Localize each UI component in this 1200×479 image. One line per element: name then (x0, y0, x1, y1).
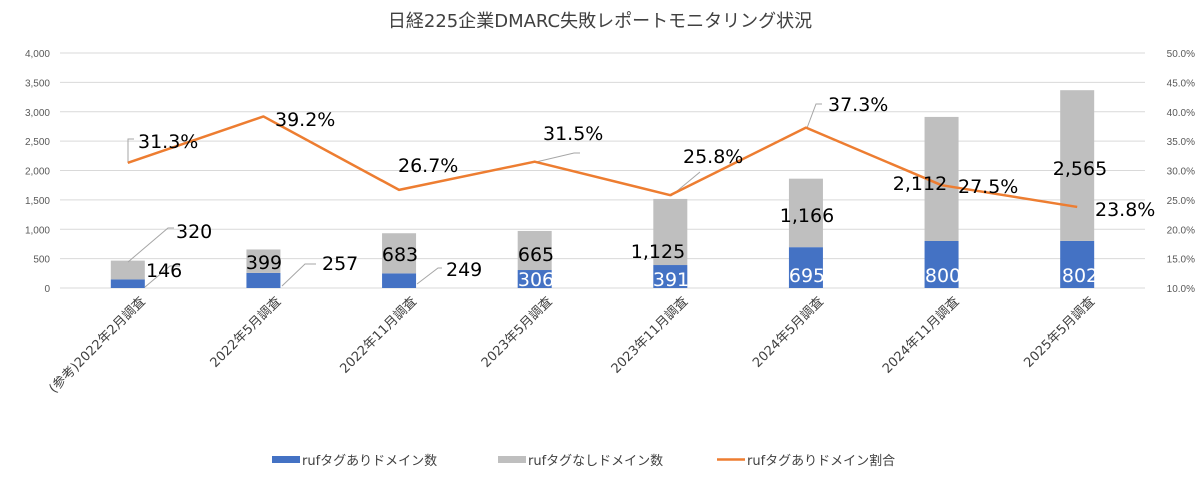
y-tick-right: 35.0% (1167, 137, 1195, 148)
data-label: 802 (1062, 265, 1098, 287)
y-tick-left: 2,000 (25, 167, 50, 178)
bar-ruf-without (517, 230, 552, 271)
data-label: 2,565 (1053, 158, 1107, 180)
bar-ruf-with (788, 247, 823, 288)
bars (110, 90, 1095, 288)
data-label: 399 (246, 252, 282, 274)
data-label: 320 (176, 221, 212, 243)
leader-line (144, 265, 180, 288)
bar-ruf-with (1060, 240, 1095, 288)
ratio-line-path (127, 115, 1078, 209)
leader-line (127, 138, 134, 163)
y-axis-left: 0 500 1,000 1,500 2,000 2,500 3,000 3,500 4,000 (25, 49, 50, 295)
legend-swatch-ruf-without (498, 456, 526, 463)
legend-label: rufタグありドメイン割合 (747, 453, 895, 469)
data-label: 23.8% (1095, 199, 1155, 221)
category-label: (参考)2022年2月調査 (46, 294, 149, 397)
y-tick-right: 10.0% (1167, 284, 1195, 295)
y-axis-right: 10.0% 15.0% 20.0% 25.0% 30.0% 35.0% 40.0% 45.0%… (1167, 49, 1195, 295)
y-tick-left: 2,500 (25, 137, 50, 148)
legend: rufタグありドメイン数 rufタグなしドメイン数 rufタグありドメイン割合 (272, 453, 895, 469)
leader-line (535, 152, 580, 163)
bar-ruf-with (110, 279, 145, 288)
y-tick-left: 1,500 (25, 196, 50, 207)
y-tick-left: 500 (33, 255, 50, 266)
data-label: 37.3% (828, 94, 888, 116)
data-label: 257 (322, 253, 358, 275)
bar-ruf-without (110, 260, 145, 280)
leader-line (416, 267, 442, 285)
data-label: 25.8% (683, 146, 743, 168)
chart-title: 日経225企業DMARC失敗レポートモニタリング状況 (388, 11, 812, 32)
data-label: 665 (518, 244, 554, 266)
data-label: 31.3% (138, 131, 198, 153)
data-label: 1,125 (631, 241, 685, 263)
y-tick-right: 50.0% (1167, 49, 1195, 60)
data-labels: 146 257 249 306 391 695 800 802 320 399 683 665 1,12… (138, 94, 1155, 291)
bar-ruf-with (246, 272, 281, 288)
data-label: 683 (382, 244, 418, 266)
bar-ruf-with (924, 241, 959, 288)
y-tick-right: 40.0% (1167, 108, 1195, 119)
y-tick-right: 25.0% (1167, 196, 1195, 207)
data-label: 695 (789, 265, 825, 287)
legend-label: rufタグなしドメイン数 (528, 454, 663, 469)
y-tick-left: 3,500 (25, 78, 50, 89)
y-tick-left: 4,000 (25, 49, 50, 60)
data-label: 39.2% (275, 109, 335, 131)
y-tick-left: 3,000 (25, 108, 50, 119)
y-tick-right: 20.0% (1167, 225, 1195, 236)
category-label: 2024年11月調査 (880, 294, 962, 376)
bar-ruf-without (924, 116, 959, 241)
legend-swatch-ruf-with (272, 456, 300, 463)
data-label: 146 (146, 260, 182, 282)
category-label: 2023年5月調査 (479, 294, 556, 371)
legend-label: rufタグありドメイン数 (302, 454, 437, 469)
bar-ruf-without (788, 178, 823, 248)
bar-ruf-without (653, 198, 688, 266)
bar-ruf-without (1060, 90, 1095, 241)
category-label: 2025年5月調査 (1021, 294, 1098, 371)
y-tick-left: 1,000 (25, 225, 50, 236)
data-label: 31.5% (543, 123, 603, 145)
data-label: 27.5% (958, 176, 1018, 198)
y-tick-left: 0 (44, 284, 50, 295)
category-label: 2022年11月調査 (337, 294, 419, 376)
category-label: 2023年11月調査 (609, 294, 691, 376)
ratio-line (127, 115, 1078, 209)
data-label: 26.7% (398, 155, 458, 177)
leader-lines (127, 103, 822, 288)
x-axis-categories: (参考)2022年2月調査 2022年5月調査 2022年11月調査 2023年5月調… (46, 294, 1098, 397)
data-label: 1,166 (780, 205, 834, 227)
data-label: 249 (446, 259, 482, 281)
y-tick-right: 45.0% (1167, 78, 1195, 89)
data-label: 2,112 (893, 173, 947, 195)
data-label: 391 (653, 269, 689, 291)
data-label: 800 (925, 265, 961, 287)
category-label: 2022年5月調査 (208, 294, 285, 371)
bar-ruf-with (517, 270, 552, 288)
gridlines (60, 52, 1145, 289)
leader-line (127, 227, 174, 263)
leader-line (806, 103, 822, 129)
y-tick-right: 30.0% (1167, 167, 1195, 178)
bar-ruf-without (246, 249, 281, 273)
bar-ruf-with (653, 265, 688, 288)
data-label: 306 (518, 269, 554, 291)
leader-line (281, 263, 316, 287)
bar-ruf-with (382, 273, 417, 288)
category-label: 2024年5月調査 (750, 294, 827, 371)
y-tick-right: 15.0% (1167, 255, 1195, 266)
bar-ruf-without (382, 233, 417, 274)
